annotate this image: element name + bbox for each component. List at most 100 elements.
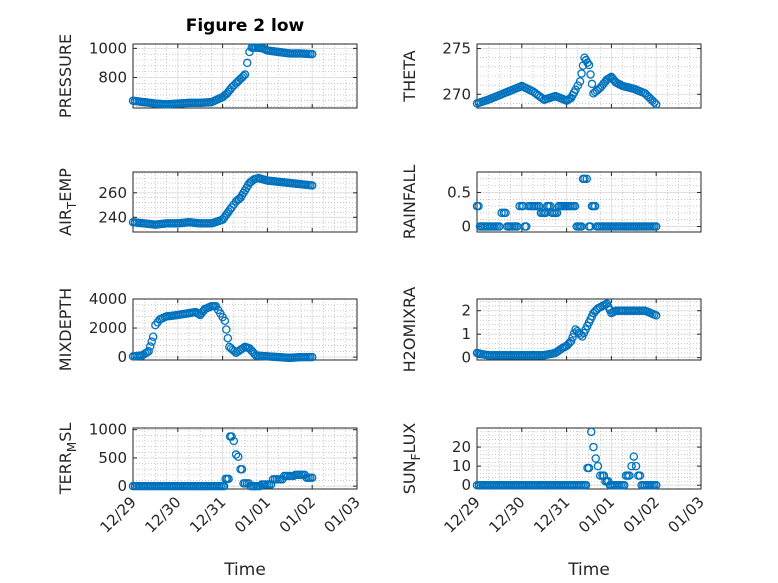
x-tick-label: 12/30 <box>485 493 528 536</box>
data-point <box>627 461 636 471</box>
axes-box <box>132 43 358 109</box>
data-point <box>651 311 661 320</box>
x-tick-label: 01/03 <box>321 493 364 536</box>
data-point <box>590 201 600 211</box>
data-point <box>586 70 595 79</box>
data-point <box>587 79 597 89</box>
y-tick-label: 500 <box>98 449 127 467</box>
axes-box <box>476 43 702 109</box>
data-point <box>568 333 577 342</box>
data-point <box>227 432 236 441</box>
data-point <box>147 337 156 346</box>
data-point <box>220 316 230 326</box>
data-point <box>148 332 158 342</box>
subplot-rainfall: 0 0.5 RAINFALL <box>400 165 702 240</box>
data-point <box>238 343 248 353</box>
subplot-terr-msl: 0 500 1000 12/29 12/30 12/31 01/01 01/02 01/03 TE… <box>56 421 364 537</box>
y-axis-label: RAINFALL <box>400 165 419 240</box>
x-tick-label: 12/29 <box>441 493 484 536</box>
data-point <box>307 49 317 59</box>
data-point <box>242 58 252 68</box>
data-point <box>571 85 580 94</box>
data-point <box>224 474 233 484</box>
data-point <box>227 83 236 92</box>
x-tick-label: 12/31 <box>186 493 229 536</box>
y-tick-label: 275 <box>442 40 471 58</box>
y-tick-label: 0 <box>461 349 471 367</box>
y-tick-label: 20 <box>452 438 471 456</box>
data-point <box>577 69 586 78</box>
data-point <box>522 222 531 231</box>
data-point <box>651 222 661 231</box>
y-axis-label: TERRMSL <box>56 423 79 496</box>
axes-box <box>132 298 358 361</box>
x-tick-label: 12/31 <box>530 493 573 536</box>
x-tick-label: 01/03 <box>665 493 708 536</box>
subplot-air-temp: 240 260 AIRTEMP <box>56 168 358 236</box>
y-tick-label: 240 <box>98 208 127 226</box>
y-tick-label: 270 <box>442 85 471 103</box>
data-point <box>651 100 661 109</box>
y-tick-label: 0.5 <box>447 183 471 201</box>
y-tick-label: 2000 <box>89 319 127 337</box>
data-point <box>625 471 634 480</box>
x-axis-label-left: Time <box>223 560 266 580</box>
data-point <box>584 463 594 473</box>
y-axis-label: PRESSURE <box>56 34 75 118</box>
data-point <box>307 473 317 482</box>
subplot-h2omixra: 0 1 2 H2OMIXRA <box>400 287 702 373</box>
data-point <box>582 174 592 184</box>
data-point <box>231 450 241 459</box>
y-tick-label: 800 <box>98 68 127 86</box>
axes-box <box>476 298 702 361</box>
data-point <box>593 461 603 471</box>
y-tick-label: 0 <box>461 476 471 494</box>
axes-box <box>476 427 702 490</box>
y-tick-label: 2 <box>461 302 471 320</box>
data-point <box>237 464 247 474</box>
y-tick-label: 0 <box>461 218 471 236</box>
data-point <box>573 81 583 90</box>
y-axis-label: SUNFLUX <box>400 423 423 495</box>
y-tick-label: 1000 <box>89 421 127 439</box>
data-point <box>584 60 594 70</box>
data-point <box>222 325 231 334</box>
x-tick-label: 01/02 <box>276 493 319 536</box>
y-axis-label: H2OMIXRA <box>400 287 419 373</box>
y-tick-label: 1 <box>461 325 471 343</box>
data-point <box>650 98 659 107</box>
data-point <box>566 336 576 346</box>
data-point <box>144 347 153 356</box>
data-point <box>240 70 250 79</box>
data-point <box>239 71 248 81</box>
y-tick-label: 1000 <box>89 39 127 57</box>
x-tick-label: 12/30 <box>141 493 184 536</box>
data-point <box>586 222 595 231</box>
y-tick-label: 260 <box>98 184 127 202</box>
data-point <box>474 201 483 211</box>
x-tick-label: 12/29 <box>97 493 140 536</box>
data-point <box>223 333 233 343</box>
data-point <box>635 471 645 480</box>
axes-box <box>132 171 358 233</box>
subplot-mixdepth: 0 2000 4000 MIXDEPTH <box>56 288 358 371</box>
data-point <box>629 452 639 461</box>
data-point <box>234 452 243 462</box>
data-point <box>651 480 661 490</box>
data-point <box>145 342 155 351</box>
data-point <box>586 427 596 437</box>
axes-box <box>132 427 358 490</box>
figure-title: Figure 2 low <box>186 16 305 36</box>
y-tick-label: 4000 <box>89 290 127 308</box>
y-tick-label: 0 <box>117 477 127 495</box>
x-axis-label-right: Time <box>567 560 610 580</box>
data-point <box>620 480 629 490</box>
data-point <box>307 181 317 190</box>
subplot-theta: 270 275 THETA <box>400 40 702 109</box>
data-point <box>307 352 317 362</box>
x-tick-label: 01/02 <box>620 493 663 536</box>
x-tick-label: 01/01 <box>575 493 618 536</box>
y-axis-label: AIRTEMP <box>56 168 79 236</box>
